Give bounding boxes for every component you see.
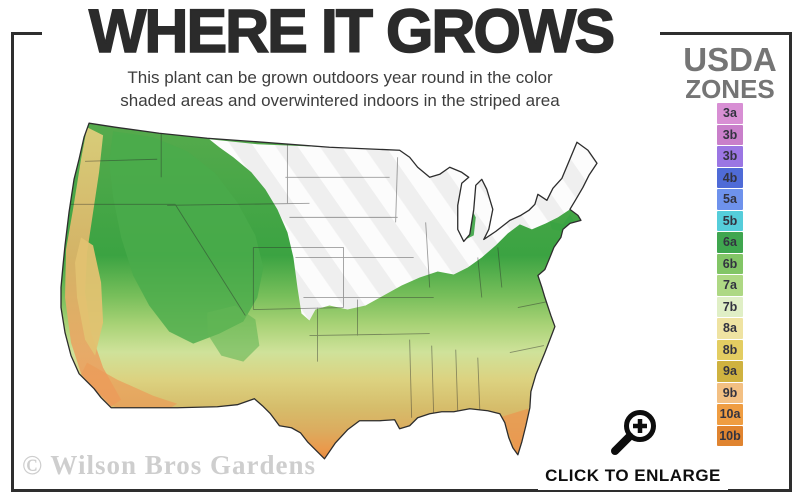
click-to-enlarge-control[interactable]: CLICK TO ENLARGE: [538, 408, 728, 490]
zone-swatch-3b: 3b: [717, 124, 743, 145]
zone-swatch-label: 7a: [723, 278, 737, 293]
zone-swatch-label: 4b: [722, 170, 738, 185]
zone-swatch-label: 10a: [719, 407, 741, 422]
socal-arizona-orange: [81, 362, 178, 410]
us-outline: [60, 122, 598, 460]
magnifier-plus-icon[interactable]: [607, 408, 659, 462]
zone-swatch-4b: 4b: [717, 167, 743, 188]
watermark: © Wilson Bros Gardens: [22, 450, 316, 480]
central-valley-yellow: [75, 237, 104, 356]
zone-legend: 3a 3b 3b 4b 5a 5b 6a 6b 7a 7b 8a 8b 9a 9b 10a 10b: [717, 103, 743, 446]
zone-swatch-label: 6a: [723, 235, 737, 250]
zone-swatch-10b: 10b: [717, 425, 743, 446]
zone-swatch-label: 9a: [723, 364, 737, 379]
zone-swatch-7b: 7b: [717, 296, 743, 317]
usda-label: USDA: [683, 41, 777, 78]
zone-swatch-8b: 8b: [717, 339, 743, 360]
zone-swatch-9b: 9b: [717, 382, 743, 403]
zone-swatch-5b: 5b: [717, 210, 743, 231]
subtitle: This plant can be grown outdoors year ro…: [30, 66, 650, 112]
usda-zones-heading: USDA ZONES: [683, 41, 777, 104]
zone-swatch-8a: 8a: [717, 318, 743, 339]
zone-swatch-label: 5b: [722, 213, 738, 228]
click-to-enlarge-label[interactable]: CLICK TO ENLARGE: [538, 464, 728, 490]
zone-swatch-3b: 3b: [717, 146, 743, 167]
us-hardiness-zone-map[interactable]: [57, 117, 603, 463]
zone-swatch-label: 9b: [722, 385, 738, 400]
zones-label: ZONES: [685, 74, 775, 104]
zone-swatch-label: 6b: [722, 256, 738, 271]
map-svg: [60, 122, 598, 460]
zone-swatch-label: 8a: [723, 321, 737, 336]
zone-swatch-label: 3a: [723, 106, 737, 121]
zone-swatch-10a: 10a: [717, 404, 743, 425]
zone-swatch-label: 3b: [722, 127, 738, 142]
zone-swatch-6b: 6b: [717, 253, 743, 274]
title-box: WHERE IT GROWS: [42, 0, 660, 65]
state-borders: [67, 133, 548, 418]
zone-swatch-9a: 9a: [717, 361, 743, 382]
zone-swatch-3a: 3a: [717, 103, 743, 124]
striped-overwinter-area: [209, 139, 597, 321]
southwest-green-tongue: [207, 305, 260, 362]
zone-swatch-5a: 5a: [717, 189, 743, 210]
west-coast-band: [65, 127, 122, 407]
zone-swatch-label: 8b: [722, 342, 738, 357]
page-title: WHERE IT GROWS: [88, 0, 616, 65]
florida-orange: [501, 408, 531, 454]
zone-swatch-7a: 7a: [717, 275, 743, 296]
subtitle-line-2: shaded areas and overwintered indoors in…: [120, 91, 560, 110]
zone-swatch-label: 10b: [719, 428, 741, 443]
zone-swatch-label: 5a: [723, 192, 737, 207]
subtitle-line-1: This plant can be grown outdoors year ro…: [127, 68, 553, 87]
zone-swatch-6a: 6a: [717, 232, 743, 253]
zone-swatch-label: 3b: [722, 149, 738, 164]
western-mountains-green: [109, 131, 264, 344]
zone-swatch-label: 7b: [722, 299, 738, 314]
